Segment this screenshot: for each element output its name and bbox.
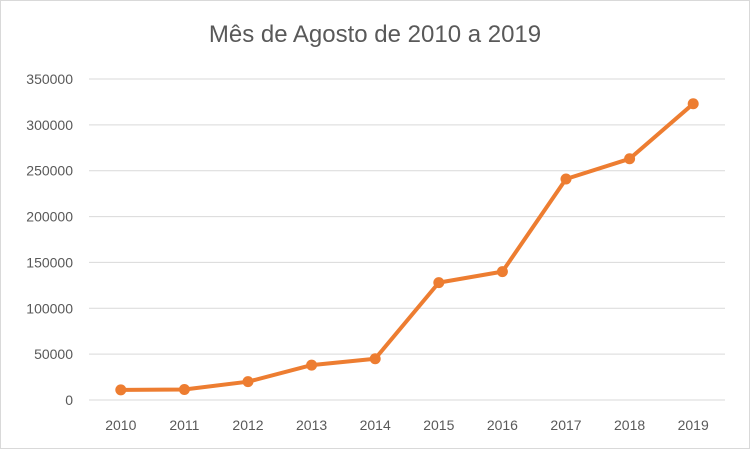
- y-tick-label: 0: [65, 392, 73, 408]
- y-tick-label: 200000: [26, 209, 73, 225]
- y-tick-label: 150000: [26, 254, 73, 270]
- data-point: [242, 376, 254, 388]
- x-tick-label: 2017: [550, 417, 581, 433]
- x-tick-label: 2015: [423, 417, 454, 433]
- data-point: [433, 277, 445, 289]
- x-tick-label: 2019: [678, 417, 709, 433]
- x-tick-label: 2012: [232, 417, 263, 433]
- x-tick-label: 2014: [360, 417, 391, 433]
- y-tick-label: 350000: [26, 71, 73, 87]
- data-point: [624, 153, 636, 165]
- y-tick-label: 100000: [26, 300, 73, 316]
- chart-title: Mês de Agosto de 2010 a 2019: [208, 21, 542, 48]
- y-tick-label: 300000: [26, 117, 73, 133]
- data-point: [178, 383, 190, 395]
- y-tick-label: 250000: [26, 163, 73, 179]
- data-point: [115, 384, 127, 396]
- x-tick-label: 2011: [169, 417, 199, 433]
- data-point: [369, 353, 381, 365]
- x-tick-label: 2010: [105, 417, 136, 433]
- x-tick-label: 2016: [487, 417, 518, 433]
- data-point: [496, 266, 508, 278]
- data-point: [306, 359, 318, 371]
- x-tick-label: 2018: [614, 417, 645, 433]
- x-tick-label: 2013: [296, 417, 327, 433]
- series-line: [118, 101, 696, 392]
- y-tick-label: 50000: [34, 346, 73, 362]
- data-point: [687, 98, 699, 110]
- data-point: [560, 173, 572, 185]
